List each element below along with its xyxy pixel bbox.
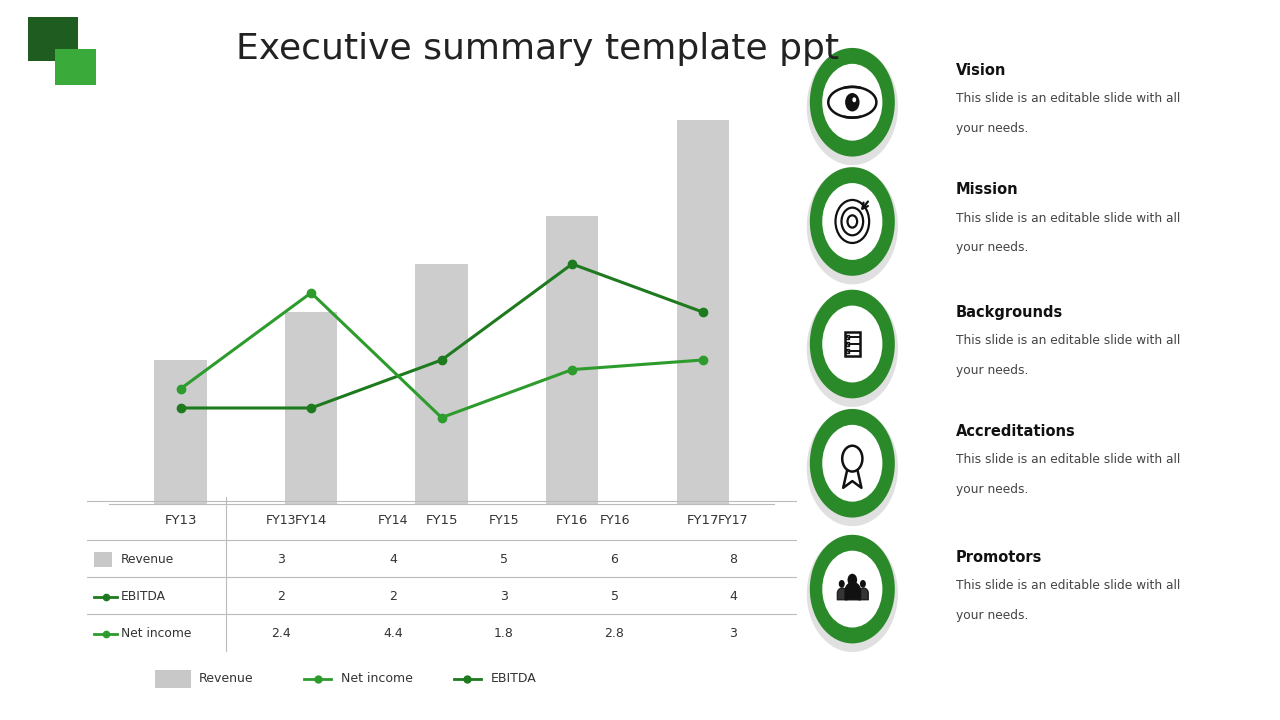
Text: Accreditations: Accreditations: [956, 424, 1075, 439]
Text: Promotors: Promotors: [956, 550, 1042, 564]
Text: FY13: FY13: [266, 514, 297, 527]
Text: your needs.: your needs.: [956, 609, 1028, 622]
Bar: [677, 120, 728, 504]
FancyBboxPatch shape: [55, 49, 96, 86]
Text: 1.8: 1.8: [494, 627, 513, 640]
Bar: [155, 360, 206, 504]
Text: 4.4: 4.4: [383, 627, 403, 640]
Text: 5: 5: [499, 553, 508, 566]
Text: Net income: Net income: [122, 627, 192, 640]
Text: 2: 2: [389, 590, 397, 603]
Text: This slide is an editable slide with all: This slide is an editable slide with all: [956, 334, 1180, 347]
Text: 3: 3: [730, 627, 737, 640]
FancyBboxPatch shape: [28, 17, 78, 61]
Text: your needs.: your needs.: [956, 122, 1028, 135]
FancyBboxPatch shape: [155, 670, 191, 688]
Circle shape: [838, 580, 845, 588]
Text: 5: 5: [611, 590, 618, 603]
Circle shape: [810, 409, 895, 518]
Circle shape: [806, 168, 899, 284]
Text: FY15: FY15: [489, 514, 518, 527]
Text: 3: 3: [499, 590, 508, 603]
Circle shape: [806, 536, 899, 652]
Text: FY14: FY14: [378, 514, 408, 527]
Text: 2.4: 2.4: [271, 627, 292, 640]
Text: Revenue: Revenue: [200, 672, 253, 685]
Circle shape: [822, 183, 882, 260]
Circle shape: [822, 551, 882, 628]
Circle shape: [822, 425, 882, 502]
Text: 4: 4: [389, 553, 397, 566]
Circle shape: [847, 574, 858, 586]
Text: your needs.: your needs.: [956, 241, 1028, 254]
Text: 2: 2: [278, 590, 285, 603]
Circle shape: [806, 410, 899, 526]
Circle shape: [810, 289, 895, 398]
Text: FY17: FY17: [718, 514, 749, 527]
Text: your needs.: your needs.: [956, 483, 1028, 496]
Text: Executive summary template ppt: Executive summary template ppt: [236, 32, 840, 66]
Text: This slide is an editable slide with all: This slide is an editable slide with all: [956, 212, 1180, 225]
Text: 2.8: 2.8: [604, 627, 625, 640]
Text: Revenue: Revenue: [122, 553, 174, 566]
Text: Net income: Net income: [340, 672, 413, 685]
Circle shape: [822, 305, 882, 382]
Circle shape: [845, 93, 860, 112]
Text: This slide is an editable slide with all: This slide is an editable slide with all: [956, 92, 1180, 105]
Circle shape: [860, 580, 865, 588]
FancyBboxPatch shape: [95, 552, 111, 567]
Text: Mission: Mission: [956, 182, 1019, 197]
Circle shape: [852, 97, 856, 102]
Circle shape: [806, 290, 899, 407]
Text: This slide is an editable slide with all: This slide is an editable slide with all: [956, 454, 1180, 467]
Text: EBITDA: EBITDA: [122, 590, 166, 603]
Text: EBITDA: EBITDA: [490, 672, 536, 685]
Text: 3: 3: [278, 553, 285, 566]
Bar: [547, 216, 598, 504]
Text: your needs.: your needs.: [956, 364, 1028, 377]
Text: Vision: Vision: [956, 63, 1006, 78]
Circle shape: [822, 64, 882, 140]
Text: Backgrounds: Backgrounds: [956, 305, 1064, 320]
Text: 4: 4: [730, 590, 737, 603]
Text: This slide is an editable slide with all: This slide is an editable slide with all: [956, 580, 1180, 593]
Circle shape: [810, 535, 895, 644]
Text: 8: 8: [730, 553, 737, 566]
Circle shape: [810, 48, 895, 156]
Circle shape: [810, 167, 895, 276]
Bar: [285, 312, 337, 504]
Circle shape: [806, 48, 899, 165]
Text: FY16: FY16: [599, 514, 630, 527]
Text: 6: 6: [611, 553, 618, 566]
Bar: [416, 264, 467, 504]
